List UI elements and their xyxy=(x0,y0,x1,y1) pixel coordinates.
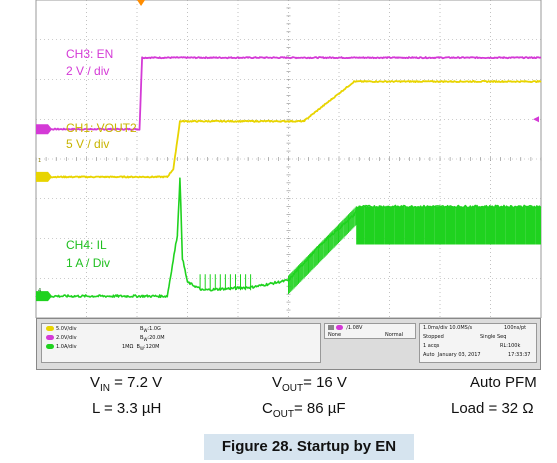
scope-status-bar: 5.0V/div 2.0V/div 1.0A/div BW:1.0G BW:20… xyxy=(36,318,541,370)
vout-condition: VOUT= 16 V xyxy=(272,374,347,394)
ch3-scale: 2 V / div xyxy=(66,64,109,78)
trigger-box: ∕1.08V None Normal xyxy=(324,323,416,339)
sample-interval: 100ns/pt xyxy=(504,325,527,331)
ch3-label: CH3: EN xyxy=(66,47,113,61)
trigger-position-marker xyxy=(137,0,146,6)
record-length: RL:100k xyxy=(500,343,521,349)
ch1-bandwidth: 1.0G xyxy=(149,326,161,332)
ch1-chip xyxy=(46,326,54,331)
cout-value: 86 µF xyxy=(306,400,346,417)
acquisition-box: 1.0ms/div 10.0MS/s 100ns/pt Stopped Sing… xyxy=(419,323,537,363)
ch3-en-trace xyxy=(35,56,542,131)
sample-rate: 10.0MS/s xyxy=(449,325,473,331)
load-value: 32 Ω xyxy=(501,400,534,417)
ch4-chip xyxy=(46,344,54,349)
ch1-scale-readout: 5.0V/div xyxy=(56,326,77,332)
figure-caption: Figure 28. Startup by EN xyxy=(204,434,414,460)
ch1-marker: 1 xyxy=(38,158,41,164)
ch4-impedance: 1MΩ xyxy=(122,344,134,350)
ch3-ground-marker xyxy=(36,124,52,135)
ch4-il-ripple xyxy=(199,206,541,295)
acq-type: Auto xyxy=(423,352,435,358)
load-condition: Load = 32 Ω xyxy=(451,400,534,417)
trigger-coupling: None xyxy=(328,332,342,338)
vout-value: 16 V xyxy=(316,374,347,391)
ch4-label: CH4: IL xyxy=(66,238,107,252)
trigger-level: 1.08V xyxy=(347,325,363,331)
cout-condition: COUT= 86 µF xyxy=(262,400,346,420)
ch1-ground-marker xyxy=(36,171,52,182)
inductor-condition: L = 3.3 µH xyxy=(92,400,162,417)
ch4-bandwidth: 120M xyxy=(145,344,160,350)
trigger-icon xyxy=(328,325,334,330)
acq-date: January 03, 2017 xyxy=(437,352,481,358)
channel-settings-box: 5.0V/div 2.0V/div 1.0A/div BW:1.0G BW:20… xyxy=(41,323,321,363)
acq-mode: Single Seq xyxy=(480,334,507,340)
ch3-chip xyxy=(46,335,54,340)
inductor-value: 3.3 µH xyxy=(116,400,162,417)
timebase: 1.0ms/div xyxy=(423,325,448,331)
scope-traces xyxy=(35,0,542,302)
trigger-level-arrow xyxy=(533,116,539,123)
en-marker: EN xyxy=(46,99,53,105)
mode-condition: Auto PFM xyxy=(470,374,537,391)
scope-display: CH3: EN 2 V / div CH1: VOUT2 5 V / div C… xyxy=(35,0,542,318)
ch3-scale-readout: 2.0V/div xyxy=(56,335,77,341)
acq-count: 1 acqs xyxy=(423,343,440,349)
trigger-slope-icon: ∕ xyxy=(346,325,348,331)
ch4-ground-marker xyxy=(36,291,52,302)
ch1-vout2-trace xyxy=(35,80,542,179)
ch1-scale: 5 V / div xyxy=(66,137,109,151)
trigger-source-chip xyxy=(335,325,343,330)
mode-value: Auto PFM xyxy=(470,374,537,391)
ch4-scale: 1 A / Div xyxy=(66,256,110,270)
ch1-label: CH1: VOUT2 xyxy=(66,121,137,135)
acq-time: 17:33:37 xyxy=(508,352,531,358)
ch3-bandwidth: 20.0M xyxy=(149,335,165,341)
trigger-mode: Normal xyxy=(385,332,404,338)
ch4-scale-readout: 1.0A/div xyxy=(56,344,77,350)
vin-condition: VIN = 7.2 V xyxy=(90,374,163,394)
vin-value: 7.2 V xyxy=(127,374,163,391)
ch4-marker: 4 xyxy=(38,288,41,294)
acq-state: Stopped xyxy=(423,334,444,340)
